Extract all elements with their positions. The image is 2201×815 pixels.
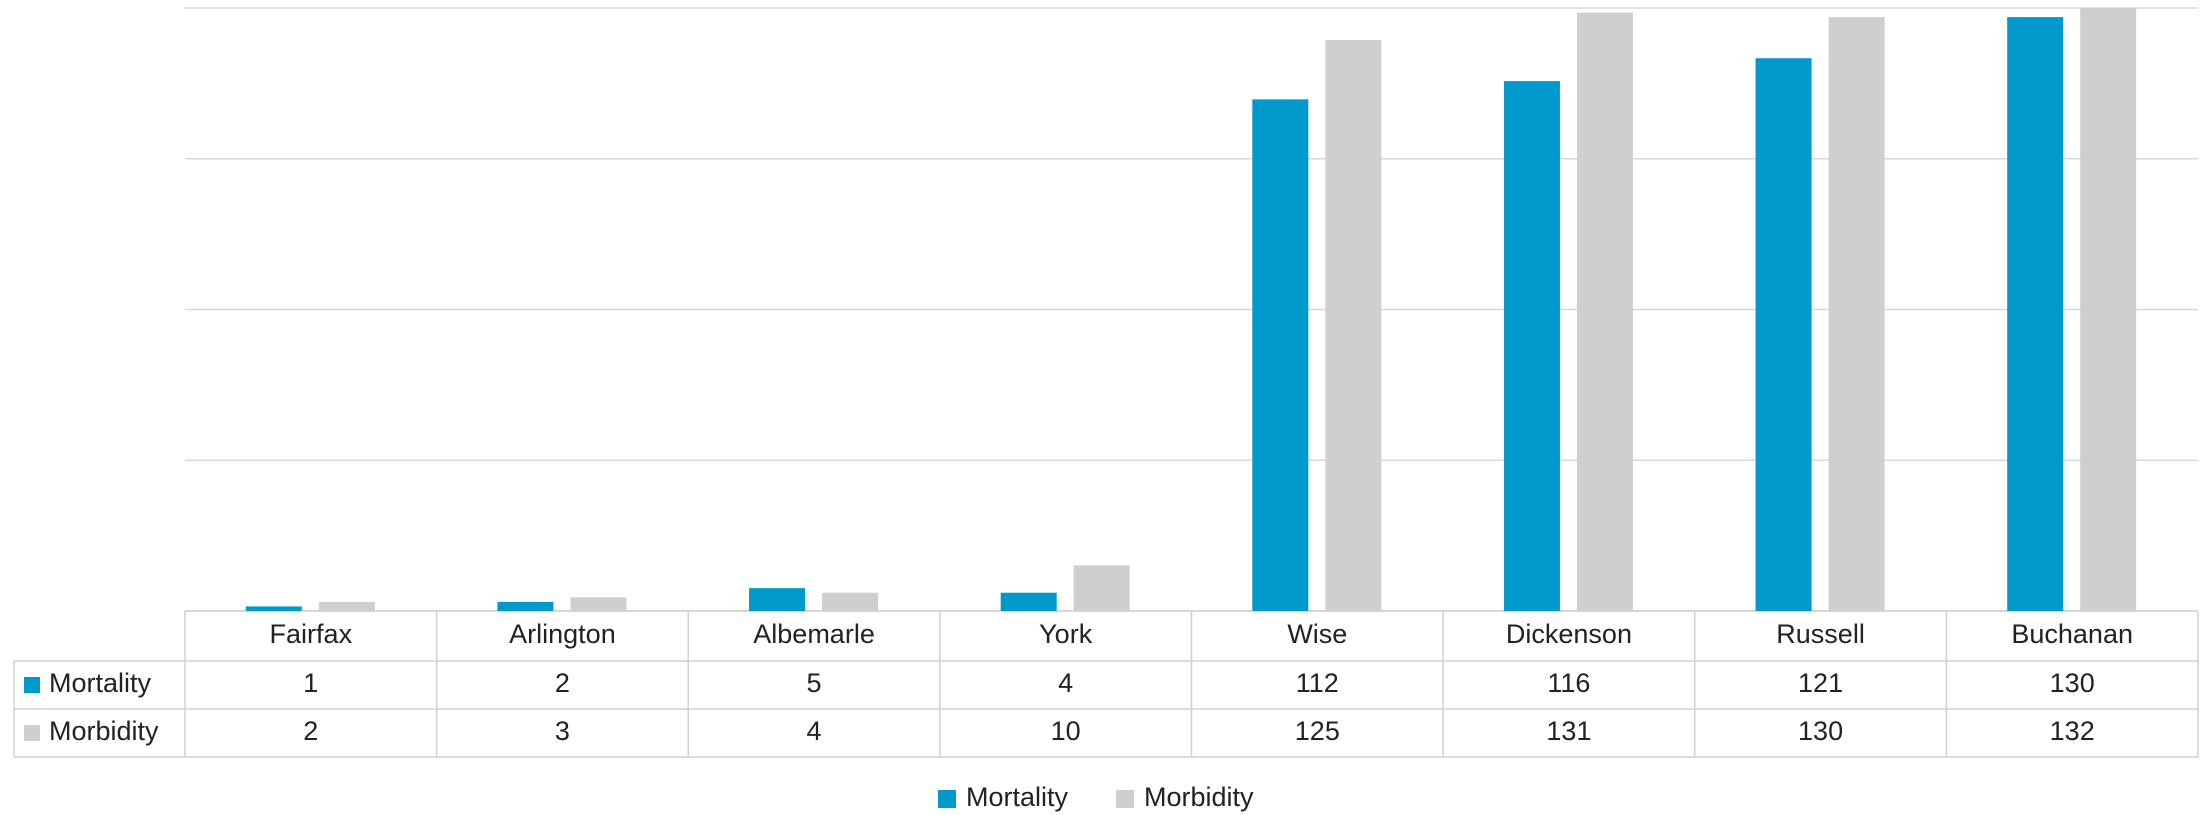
table-value: 4: [807, 716, 822, 746]
table-value: 130: [2050, 668, 2095, 698]
legend-key: [938, 790, 956, 808]
table-value: 131: [1546, 716, 1591, 746]
bar: [245, 606, 302, 611]
table-value: 3: [555, 716, 570, 746]
x-tick-label: Dickenson: [1506, 619, 1632, 649]
bar: [497, 601, 554, 611]
x-tick-label: Russell: [1776, 619, 1865, 649]
table-value: 5: [807, 668, 822, 698]
bar: [2007, 17, 2064, 612]
bar: [1252, 99, 1309, 611]
x-tick-label: Wise: [1287, 619, 1347, 649]
table-row-label: Morbidity: [49, 716, 159, 746]
x-tick-label: Fairfax: [270, 619, 353, 649]
x-tick-label: York: [1039, 619, 1093, 649]
legend-label: Mortality: [966, 782, 1069, 812]
table-value: 4: [1058, 668, 1073, 698]
table-legend-key: [24, 677, 40, 693]
bar: [1073, 565, 1130, 611]
x-tick-label: Albemarle: [753, 619, 875, 649]
bar: [749, 588, 806, 611]
table-value: 121: [1798, 668, 1843, 698]
legend-label: Morbidity: [1144, 782, 1254, 812]
bar: [1755, 58, 1812, 611]
bar: [1325, 39, 1382, 611]
table-value: 112: [1296, 668, 1339, 698]
bar: [1828, 17, 1885, 612]
bar: [318, 601, 375, 611]
bar: [1576, 12, 1633, 612]
table-value: 125: [1295, 716, 1340, 746]
bar: [2080, 8, 2137, 611]
table-value: 1: [303, 668, 318, 698]
x-tick-label: Buchanan: [2011, 619, 2133, 649]
table-legend-key: [24, 725, 40, 741]
table-value: 2: [555, 668, 570, 698]
table-row-label: Mortality: [49, 668, 152, 698]
bar: [822, 592, 879, 611]
table-value: 132: [2050, 716, 2095, 746]
table-value: 130: [1798, 716, 1843, 746]
table-value: 2: [303, 716, 318, 746]
table-value: 10: [1051, 716, 1081, 746]
bar: [570, 597, 627, 611]
bar: [1000, 592, 1057, 611]
bar: [1503, 81, 1560, 611]
legend-key: [1116, 790, 1134, 808]
x-tick-label: Arlington: [509, 619, 616, 649]
table-value: 116: [1547, 668, 1590, 698]
